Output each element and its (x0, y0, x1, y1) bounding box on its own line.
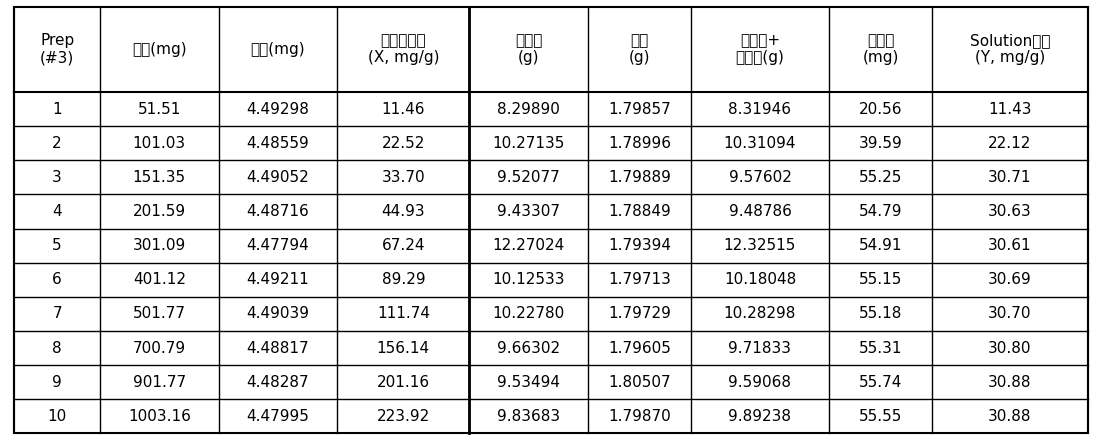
Text: 201.16: 201.16 (377, 375, 430, 390)
Text: 151.35: 151.35 (133, 170, 186, 185)
Text: 55.15: 55.15 (858, 272, 903, 287)
Text: 10.28298: 10.28298 (724, 306, 796, 321)
Text: 223.92: 223.92 (377, 409, 430, 424)
Text: 6: 6 (52, 272, 62, 287)
Text: 5: 5 (53, 238, 62, 253)
Text: 9.66302: 9.66302 (497, 341, 560, 356)
Text: 4.49052: 4.49052 (247, 170, 310, 185)
Text: 8.29890: 8.29890 (497, 102, 560, 117)
Text: 1.79605: 1.79605 (608, 341, 671, 356)
Text: 9: 9 (52, 375, 62, 390)
Text: 54.79: 54.79 (858, 204, 903, 219)
Text: 1.79870: 1.79870 (608, 409, 671, 424)
Text: 9.52077: 9.52077 (497, 170, 560, 185)
Text: 1003.16: 1003.16 (128, 409, 191, 424)
Text: 4.48817: 4.48817 (247, 341, 310, 356)
Text: 30.61: 30.61 (988, 238, 1031, 253)
Text: 55.74: 55.74 (858, 375, 903, 390)
Text: 55.55: 55.55 (858, 409, 903, 424)
Text: 4.48716: 4.48716 (247, 204, 310, 219)
Text: 700.79: 700.79 (133, 341, 186, 356)
Text: 54.91: 54.91 (858, 238, 903, 253)
Text: 10: 10 (47, 409, 67, 424)
Text: 9.89238: 9.89238 (728, 409, 791, 424)
Text: 201.59: 201.59 (133, 204, 186, 219)
Text: 8: 8 (53, 341, 62, 356)
Text: 1.79394: 1.79394 (608, 238, 671, 253)
Text: 8.31946: 8.31946 (728, 102, 791, 117)
Text: 22.12: 22.12 (988, 136, 1031, 150)
Text: 111.74: 111.74 (377, 306, 430, 321)
Text: 30.63: 30.63 (988, 204, 1031, 219)
Text: 검체(mg): 검체(mg) (132, 42, 186, 57)
Text: 301.09: 301.09 (132, 238, 186, 253)
Text: 1.79857: 1.79857 (608, 102, 671, 117)
Text: 1.79889: 1.79889 (608, 170, 671, 185)
Text: 10.12533: 10.12533 (493, 272, 565, 287)
Text: 30.88: 30.88 (988, 375, 1031, 390)
Text: 7: 7 (53, 306, 62, 321)
Text: 30.88: 30.88 (988, 409, 1031, 424)
Text: 3: 3 (52, 170, 62, 185)
Text: 156.14: 156.14 (377, 341, 430, 356)
Text: 9.53494: 9.53494 (497, 375, 560, 390)
Text: 2: 2 (53, 136, 62, 150)
Text: 4.49211: 4.49211 (247, 272, 310, 287)
Text: 101.03: 101.03 (133, 136, 186, 150)
Text: 9.48786: 9.48786 (728, 204, 791, 219)
Text: 401.12: 401.12 (133, 272, 186, 287)
Text: 4.49039: 4.49039 (247, 306, 310, 321)
Text: 시스템구성
(X, mg/g): 시스템구성 (X, mg/g) (368, 33, 439, 66)
Text: 55.31: 55.31 (858, 341, 903, 356)
Text: 4.47995: 4.47995 (247, 409, 310, 424)
Text: 22.52: 22.52 (381, 136, 425, 150)
Text: 51.51: 51.51 (138, 102, 181, 117)
Text: 39.59: 39.59 (858, 136, 903, 150)
Text: 용액
(g): 용액 (g) (628, 33, 650, 66)
Text: 30.69: 30.69 (988, 272, 1031, 287)
Text: 10.18048: 10.18048 (724, 272, 796, 287)
Text: 10.27135: 10.27135 (493, 136, 564, 150)
Text: 11.46: 11.46 (381, 102, 425, 117)
Text: 9.43307: 9.43307 (497, 204, 560, 219)
Text: 1: 1 (53, 102, 62, 117)
Text: 30.71: 30.71 (988, 170, 1031, 185)
Text: 33.70: 33.70 (381, 170, 425, 185)
Text: 잔류물+
칭량병(g): 잔류물+ 칭량병(g) (735, 33, 785, 66)
Text: 9.59068: 9.59068 (728, 375, 791, 390)
Text: 용액(mg): 용액(mg) (251, 42, 305, 57)
Text: 4.47794: 4.47794 (247, 238, 310, 253)
Text: 4.48287: 4.48287 (247, 375, 310, 390)
Text: 4.48559: 4.48559 (247, 136, 310, 150)
Text: 55.18: 55.18 (858, 306, 903, 321)
Text: Prep
(#3): Prep (#3) (40, 33, 74, 66)
Text: 1.79729: 1.79729 (608, 306, 671, 321)
Text: 67.24: 67.24 (381, 238, 425, 253)
Text: 10.22780: 10.22780 (493, 306, 564, 321)
Text: 1.79713: 1.79713 (608, 272, 671, 287)
Text: 1.78996: 1.78996 (608, 136, 671, 150)
Text: 30.70: 30.70 (988, 306, 1031, 321)
Text: 잔류물
(mg): 잔류물 (mg) (863, 33, 899, 66)
Text: Solution구성
(Y, mg/g): Solution구성 (Y, mg/g) (970, 33, 1050, 66)
Text: 901.77: 901.77 (133, 375, 186, 390)
Text: 30.80: 30.80 (988, 341, 1031, 356)
Text: 20.56: 20.56 (858, 102, 903, 117)
Text: 12.27024: 12.27024 (493, 238, 564, 253)
Text: 9.57602: 9.57602 (728, 170, 791, 185)
Text: 89.29: 89.29 (381, 272, 425, 287)
Text: 11.43: 11.43 (988, 102, 1031, 117)
Text: 1.78849: 1.78849 (608, 204, 671, 219)
Text: 4.49298: 4.49298 (247, 102, 310, 117)
Text: 1.80507: 1.80507 (608, 375, 671, 390)
Text: 55.25: 55.25 (858, 170, 903, 185)
Text: 501.77: 501.77 (133, 306, 186, 321)
Text: 9.83683: 9.83683 (497, 409, 560, 424)
Text: 9.71833: 9.71833 (728, 341, 791, 356)
Text: 44.93: 44.93 (381, 204, 425, 219)
Text: 칭량병
(g): 칭량병 (g) (515, 33, 542, 66)
Text: 4: 4 (53, 204, 62, 219)
Text: 12.32515: 12.32515 (724, 238, 796, 253)
Text: 10.31094: 10.31094 (724, 136, 797, 150)
